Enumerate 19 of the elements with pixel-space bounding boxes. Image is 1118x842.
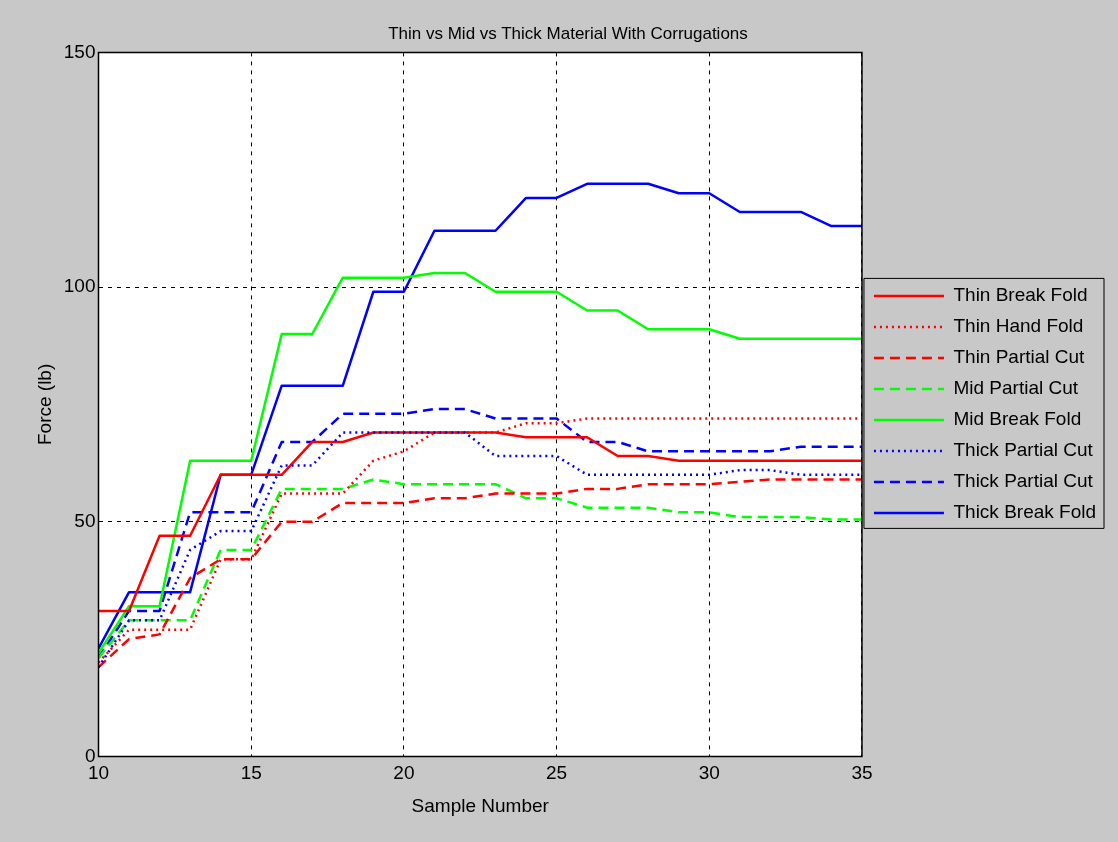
legend-label: Thin Break Fold [953, 284, 1088, 306]
x-tick-label: 20 [393, 762, 415, 784]
x-tick-label: 30 [698, 762, 720, 784]
legend-label: Thick Break Fold [953, 501, 1096, 523]
x-axis-title: Sample Number [411, 794, 550, 816]
legend-label: Mid Partial Cut [953, 377, 1079, 399]
chart-title: Thin vs Mid vs Thick Material With Corrugations [388, 23, 748, 43]
legend-label: Thick Partial Cut [953, 470, 1094, 492]
legend-label: Thin Hand Fold [953, 315, 1084, 337]
x-tick-label: 15 [240, 762, 262, 784]
y-tick-label: 100 [63, 275, 96, 297]
y-tick-label: 150 [63, 40, 96, 62]
y-axis-title: Force (lb) [33, 363, 55, 446]
legend-label: Thick Partial Cut [953, 439, 1094, 461]
legend-label: Thin Partial Cut [953, 346, 1086, 368]
x-tick-label: 35 [851, 762, 873, 784]
y-tick-label: 50 [74, 509, 96, 531]
x-tick-label: 25 [546, 762, 568, 784]
legend-label: Mid Break Fold [953, 408, 1082, 430]
